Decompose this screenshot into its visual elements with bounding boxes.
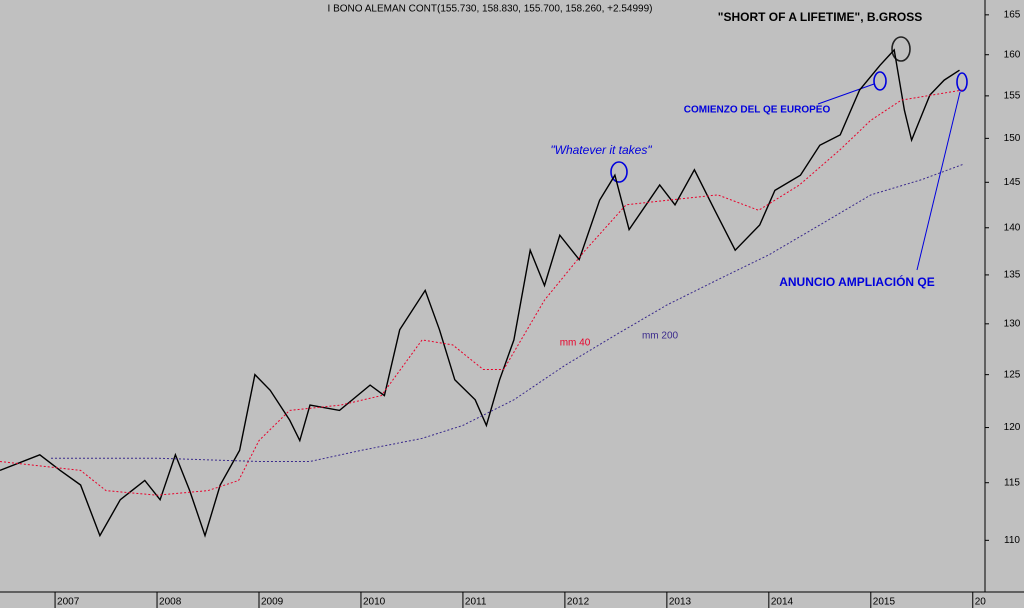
annotation: "Whatever it takes" bbox=[550, 143, 652, 157]
y-tick-label: 145 bbox=[1004, 177, 1021, 188]
series-line bbox=[51, 164, 963, 462]
x-tick-label: 2014 bbox=[771, 597, 794, 608]
series-line bbox=[0, 89, 963, 496]
annotation: ANUNCIO AMPLIACIÓN QE bbox=[779, 274, 935, 289]
x-tick-label: 2012 bbox=[567, 597, 590, 608]
y-tick-label: 165 bbox=[1004, 9, 1021, 20]
x-tick-label: 2015 bbox=[873, 597, 896, 608]
y-tick-label: 150 bbox=[1004, 133, 1021, 144]
y-tick-label: 130 bbox=[1004, 318, 1021, 329]
x-tick-label: 2011 bbox=[465, 597, 487, 608]
y-tick-label: 160 bbox=[1004, 49, 1021, 60]
highlight-circle bbox=[610, 161, 628, 183]
y-tick-label: 110 bbox=[1004, 535, 1020, 546]
annotation: COMIENZO DEL QE EUROPEO bbox=[684, 105, 831, 116]
y-tick-label: 115 bbox=[1004, 477, 1020, 488]
pointer-line bbox=[916, 91, 961, 271]
x-tick-label: 2010 bbox=[363, 597, 386, 608]
pointer-line bbox=[817, 83, 875, 105]
x-tick-label: 2009 bbox=[261, 597, 284, 608]
x-tick-label: 2007 bbox=[57, 597, 80, 608]
legend-label: mm 40 bbox=[560, 338, 591, 349]
y-tick-label: 140 bbox=[1004, 222, 1021, 233]
series-line bbox=[0, 48, 960, 538]
x-tick-label: 20 bbox=[975, 597, 987, 608]
highlight-circle bbox=[956, 72, 968, 92]
chart-title: I BONO ALEMAN CONT(155.730, 158.830, 155… bbox=[328, 4, 653, 15]
legend-label: mm 200 bbox=[642, 331, 679, 342]
highlight-circle bbox=[891, 36, 911, 62]
x-tick-label: 2008 bbox=[159, 597, 182, 608]
y-tick-label: 125 bbox=[1004, 369, 1021, 380]
highlight-circle bbox=[873, 71, 887, 91]
x-tick-label: 2013 bbox=[669, 597, 692, 608]
y-tick-label: 135 bbox=[1004, 270, 1021, 281]
y-tick-label: 120 bbox=[1004, 422, 1021, 433]
highlights bbox=[610, 36, 968, 271]
y-tick-label: 155 bbox=[1004, 91, 1021, 102]
chart-subtitle: "SHORT OF A LIFETIME", B.GROSS bbox=[718, 10, 923, 24]
